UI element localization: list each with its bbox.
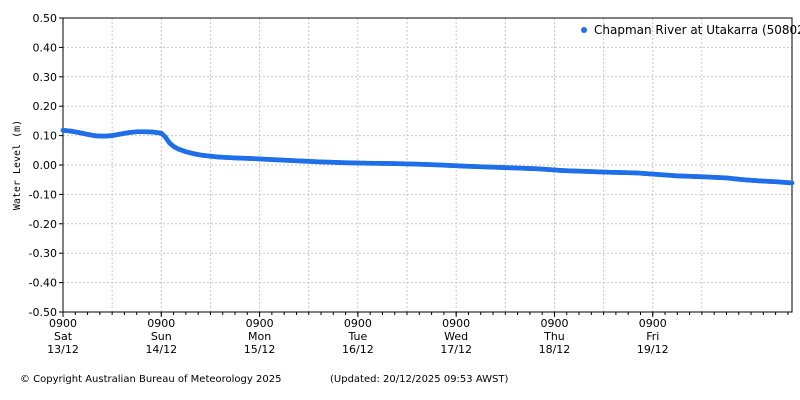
x-tick-label: Mon [248, 330, 271, 343]
y-tick-label: 0.00 [33, 159, 58, 172]
x-tick-label: 14/12 [145, 343, 177, 356]
x-tick-label: 0900 [540, 317, 568, 330]
legend-label: Chapman River at Utakarra (508026) [594, 23, 800, 37]
x-tick-label: Sun [151, 330, 172, 343]
y-tick-label: -0.20 [29, 218, 57, 231]
legend-marker [581, 27, 587, 33]
y-axis-title: Water Level (m) [12, 120, 23, 210]
y-tick-label: 0.30 [33, 71, 58, 84]
x-tick-label: 17/12 [440, 343, 472, 356]
y-tick-label: -0.30 [29, 247, 57, 260]
x-tick-label: Thu [543, 330, 565, 343]
copyright-notice: © Copyright Australian Bureau of Meteoro… [20, 374, 282, 385]
x-tick-label: 0900 [49, 317, 77, 330]
y-tick-label: 0.50 [33, 12, 58, 25]
series-water-level [60, 127, 795, 186]
x-tick-label: Sat [54, 330, 73, 343]
x-tick-label: Tue [347, 330, 367, 343]
y-tick-label: -0.50 [29, 306, 57, 319]
y-tick-label: 0.10 [33, 130, 58, 143]
y-tick-label: -0.40 [29, 277, 57, 290]
updated-timestamp: (Updated: 20/12/2025 09:53 AWST) [330, 374, 509, 385]
x-tick-label: 18/12 [539, 343, 571, 356]
legend: Chapman River at Utakarra (508026) [581, 23, 800, 37]
data-point [789, 180, 795, 186]
x-tick-label: 0900 [639, 317, 667, 330]
x-tick-label: Wed [444, 330, 468, 343]
x-tick-label: 0900 [246, 317, 274, 330]
x-tick-label: 19/12 [637, 343, 669, 356]
x-tick-labels: 0900Sat13/120900Sun14/120900Mon15/120900… [47, 317, 668, 356]
x-tick-label: 0900 [344, 317, 372, 330]
plot-border [62, 17, 793, 313]
y-tick-label: -0.10 [29, 188, 57, 201]
x-tick-label: 0900 [147, 317, 175, 330]
x-tick-label: 0900 [442, 317, 470, 330]
x-tick-label: 16/12 [342, 343, 374, 356]
y-tick-label: 0.40 [33, 41, 58, 54]
y-tick-labels: 0.50 0.40 0.30 0.20 0.10 0.00 -0.10 -0.20 -0.30 -… [29, 12, 57, 319]
x-tick-label: 13/12 [47, 343, 79, 356]
x-tick-label: Fri [646, 330, 659, 343]
x-tick-label: 15/12 [244, 343, 276, 356]
y-tick-label: 0.20 [33, 100, 58, 113]
